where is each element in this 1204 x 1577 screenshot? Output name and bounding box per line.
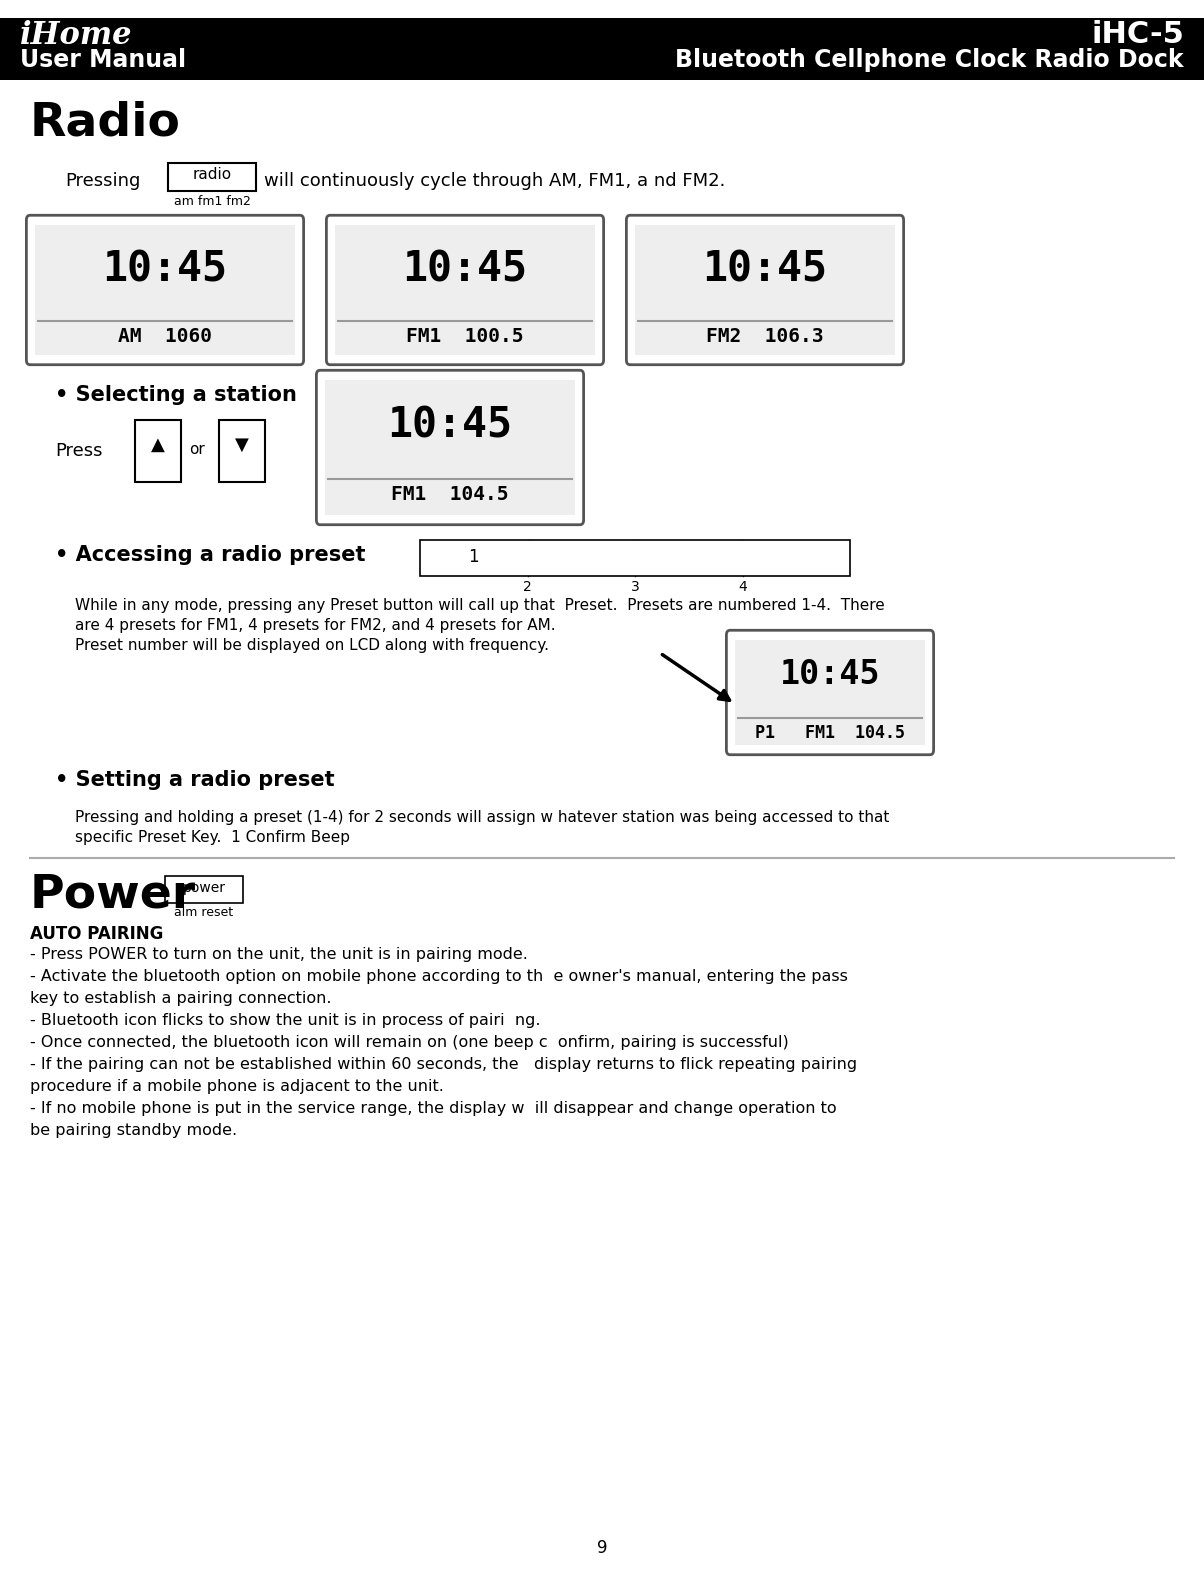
Text: 10:45: 10:45 bbox=[780, 658, 880, 691]
Text: - Once connected, the bluetooth icon will remain on (one beep c  onfirm, pairing: - Once connected, the bluetooth icon wil… bbox=[30, 1035, 789, 1050]
Text: 10:45: 10:45 bbox=[402, 248, 527, 290]
Text: key to establish a pairing connection.: key to establish a pairing connection. bbox=[30, 990, 331, 1006]
Text: - Activate the bluetooth option on mobile phone according to th  e owner's manua: - Activate the bluetooth option on mobil… bbox=[30, 968, 848, 984]
Text: be pairing standby mode.: be pairing standby mode. bbox=[30, 1123, 237, 1139]
Text: alm reset: alm reset bbox=[175, 907, 234, 919]
Text: 9: 9 bbox=[597, 1539, 607, 1556]
Text: 2: 2 bbox=[523, 580, 532, 595]
Text: - Press POWER to turn on the unit, the unit is in pairing mode.: - Press POWER to turn on the unit, the u… bbox=[30, 948, 527, 962]
Text: Pressing: Pressing bbox=[65, 172, 141, 189]
Text: 10:45: 10:45 bbox=[702, 248, 827, 290]
Text: P1   FM1  104.5: P1 FM1 104.5 bbox=[755, 724, 905, 741]
Text: AM  1060: AM 1060 bbox=[118, 326, 212, 345]
Text: - If no mobile phone is put in the service range, the display w  ill disappear a: - If no mobile phone is put in the servi… bbox=[30, 1101, 837, 1117]
Text: iHC-5: iHC-5 bbox=[1091, 21, 1184, 49]
Text: am fm1 fm2: am fm1 fm2 bbox=[173, 196, 250, 208]
Text: are 4 presets for FM1, 4 presets for FM2, and 4 presets for AM.: are 4 presets for FM1, 4 presets for FM2… bbox=[75, 618, 555, 632]
Text: While in any mode, pressing any Preset button will call up that  Preset.  Preset: While in any mode, pressing any Preset b… bbox=[75, 598, 885, 613]
Text: • Accessing a radio preset: • Accessing a radio preset bbox=[55, 546, 366, 565]
Text: - If the pairing can not be established within 60 seconds, the   display returns: - If the pairing can not be established … bbox=[30, 1057, 857, 1072]
Text: power: power bbox=[183, 882, 225, 896]
Text: Power: Power bbox=[30, 872, 196, 916]
Text: specific Preset Key.  1 Confirm Beep: specific Preset Key. 1 Confirm Beep bbox=[75, 830, 350, 845]
Text: FM1  100.5: FM1 100.5 bbox=[406, 326, 524, 345]
Text: User Manual: User Manual bbox=[20, 47, 187, 73]
Text: Pressing and holding a preset (1-4) for 2 seconds will assign w hatever station : Pressing and holding a preset (1-4) for … bbox=[75, 811, 890, 825]
Text: 4: 4 bbox=[738, 580, 746, 595]
Text: • Setting a radio preset: • Setting a radio preset bbox=[55, 770, 335, 790]
Text: or: or bbox=[189, 442, 205, 457]
Text: procedure if a mobile phone is adjacent to the unit.: procedure if a mobile phone is adjacent … bbox=[30, 1079, 444, 1094]
Text: FM2  106.3: FM2 106.3 bbox=[707, 326, 824, 345]
Text: FM1  104.5: FM1 104.5 bbox=[391, 486, 509, 505]
Text: AUTO PAIRING: AUTO PAIRING bbox=[30, 926, 164, 943]
Text: Press: Press bbox=[55, 442, 102, 460]
Text: 10:45: 10:45 bbox=[102, 248, 228, 290]
Text: ▲: ▲ bbox=[150, 435, 165, 454]
Text: - Bluetooth icon flicks to show the unit is in process of pairi  ng.: - Bluetooth icon flicks to show the unit… bbox=[30, 1012, 541, 1028]
Text: Bluetooth Cellphone Clock Radio Dock: Bluetooth Cellphone Clock Radio Dock bbox=[675, 47, 1184, 73]
Text: 3: 3 bbox=[631, 580, 639, 595]
Text: radio: radio bbox=[193, 167, 231, 181]
Text: iHome: iHome bbox=[20, 21, 132, 50]
Text: • Selecting a station: • Selecting a station bbox=[55, 385, 297, 405]
Text: 10:45: 10:45 bbox=[388, 404, 513, 446]
Text: 1: 1 bbox=[468, 547, 479, 566]
Text: will continuously cycle through AM, FM1, a nd FM2.: will continuously cycle through AM, FM1,… bbox=[264, 172, 725, 189]
Text: Preset number will be displayed on LCD along with frequency.: Preset number will be displayed on LCD a… bbox=[75, 639, 549, 653]
Text: Radio: Radio bbox=[30, 99, 181, 145]
Text: ▼: ▼ bbox=[235, 435, 249, 454]
